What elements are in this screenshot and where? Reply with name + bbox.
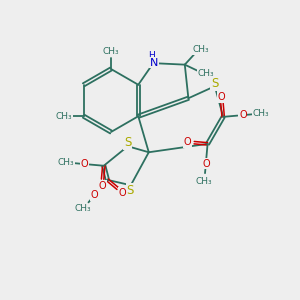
Text: CH₃: CH₃: [197, 68, 214, 77]
Text: N: N: [150, 58, 158, 68]
Text: S: S: [211, 77, 218, 90]
Text: CH₃: CH₃: [56, 112, 73, 121]
Text: S: S: [127, 184, 134, 197]
Text: O: O: [202, 159, 210, 169]
Text: O: O: [98, 181, 106, 191]
Text: CH₃: CH₃: [253, 109, 269, 118]
Text: CH₃: CH₃: [58, 158, 74, 167]
Text: CH₃: CH₃: [193, 45, 210, 54]
Text: O: O: [80, 159, 88, 169]
Text: CH₃: CH₃: [103, 47, 119, 56]
Text: O: O: [119, 188, 127, 198]
Text: O: O: [184, 137, 191, 147]
Text: O: O: [218, 92, 225, 102]
Text: S: S: [124, 136, 131, 149]
Text: O: O: [239, 110, 247, 120]
Text: O: O: [91, 190, 98, 200]
Text: CH₃: CH₃: [75, 204, 92, 213]
Text: H: H: [148, 51, 155, 60]
Text: CH₃: CH₃: [196, 177, 213, 186]
